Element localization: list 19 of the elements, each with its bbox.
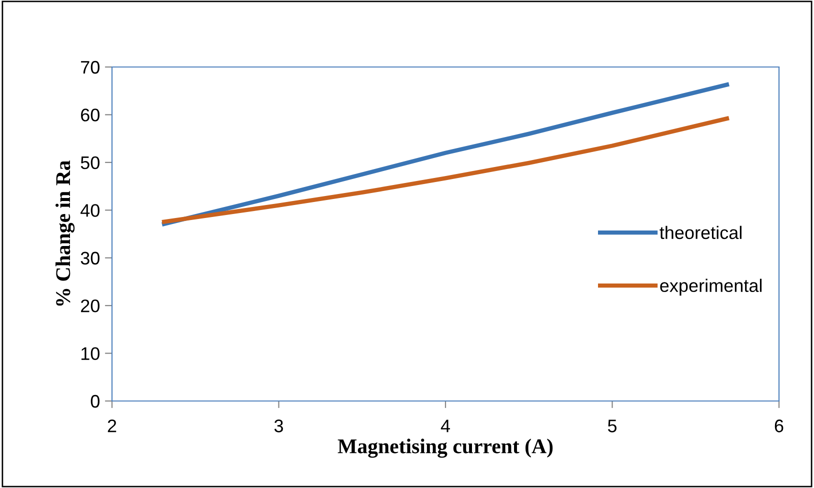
- y-tick-label: 0: [90, 394, 100, 408]
- y-axis-title: % Change in Ra: [56, 160, 75, 306]
- x-tick-label: 3: [274, 420, 283, 432]
- x-tick-label: 5: [608, 420, 617, 432]
- x-axis-title: Magnetising current (A): [338, 438, 553, 458]
- line-series: [160, 116, 732, 224]
- y-tick-label: 50: [80, 156, 100, 170]
- line-series: [160, 82, 732, 227]
- y-tick-label: 20: [81, 300, 100, 312]
- y-tick-label: 10: [81, 347, 100, 360]
- legend-label: experimental: [660, 278, 762, 296]
- y-tick-label: 60: [81, 108, 100, 122]
- x-tick-label: 4: [440, 420, 450, 432]
- x-tick-label: 2: [108, 420, 116, 432]
- y-tick-label: 40: [80, 204, 100, 217]
- legend-label: theoretical: [660, 226, 742, 240]
- y-tick-label: 70: [81, 60, 100, 74]
- y-tick-label: 30: [80, 252, 100, 265]
- x-tick-label: 6: [774, 420, 784, 432]
